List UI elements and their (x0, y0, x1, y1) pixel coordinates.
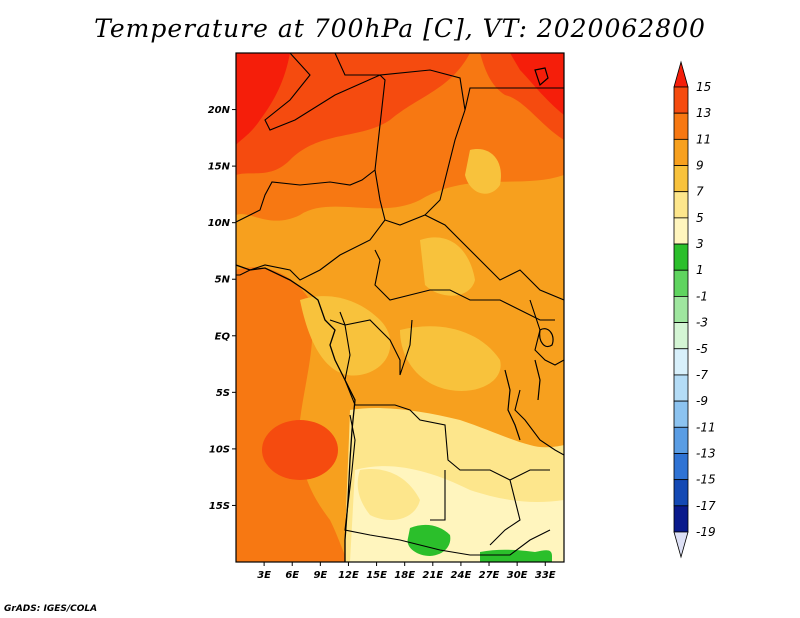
legend-label: -13 (696, 446, 716, 460)
legend-swatch (673, 453, 689, 481)
lon-tick-label: 15E (366, 570, 387, 581)
legend-swatch (673, 531, 689, 559)
legend-label: 3 (696, 237, 704, 251)
latitude-axis: 20N 15N 10N 5N EQ 5S 10S 15S (208, 105, 236, 512)
legend-label: -1 (696, 289, 708, 303)
map-frame (235, 52, 565, 563)
legend-label: -19 (696, 525, 716, 539)
legend-label: -3 (696, 316, 708, 330)
lat-tick-label: 5S (216, 388, 230, 399)
legend-label: 13 (696, 106, 711, 120)
grads-credit: GrADS: IGES/COLA (4, 604, 98, 614)
lon-tick-label: 12E (338, 570, 359, 581)
legend-label: 7 (696, 185, 704, 199)
lon-tick-label: 18E (394, 570, 415, 581)
legend-swatch (673, 479, 689, 507)
lon-tick-label: 9E (313, 570, 327, 581)
lat-tick-label: 15N (208, 162, 231, 173)
legend-swatch (673, 60, 689, 88)
legend-swatch (673, 112, 689, 140)
legend-label: 9 (696, 159, 704, 173)
lat-tick-label: 10N (208, 218, 231, 229)
lon-tick-label: 24E (451, 570, 472, 581)
legend-label: 15 (696, 80, 711, 94)
legend-label: -17 (696, 499, 716, 513)
lon-tick-label: 3E (257, 570, 271, 581)
legend-label: -5 (696, 342, 708, 356)
lat-tick-label: 10S (209, 444, 230, 455)
legend-label: 1 (696, 263, 704, 277)
legend-label: -7 (696, 368, 708, 382)
legend-label: 5 (696, 211, 704, 225)
lon-tick-label: 30E (507, 570, 528, 581)
legend-label: -9 (696, 394, 708, 408)
legend-swatch (673, 243, 689, 271)
lat-tick-label: EQ (215, 331, 231, 342)
legend-swatch (673, 374, 689, 402)
legend-swatch (673, 86, 689, 114)
legend-swatch (673, 138, 689, 166)
lon-tick-label: 21E (422, 570, 443, 581)
legend-label: 11 (696, 132, 711, 146)
temperature-field (236, 53, 564, 562)
legend-swatch (673, 191, 689, 219)
lat-tick-label: 15S (209, 501, 230, 512)
legend-swatch (673, 505, 689, 533)
lat-tick-label: 5N (215, 275, 231, 286)
legend-swatch (673, 348, 689, 376)
lon-tick-label: 33E (535, 570, 556, 581)
legend-label: -11 (696, 420, 716, 434)
color-legend: 15 13 11 9 7 5 3 1 -1 -3 -5 -7 -9 -11 -13 -15 -17 -19 (673, 60, 716, 559)
legend-swatch (673, 400, 689, 428)
legend-swatch (673, 296, 689, 323)
lat-tick-label: 20N (208, 105, 231, 116)
legend-swatch (673, 269, 689, 297)
legend-swatch (673, 426, 689, 454)
longitude-axis: 3E 6E 9E 12E 15E 18E 21E 24E 27E 30E 33E (257, 562, 556, 581)
legend-swatch (673, 322, 689, 350)
legend-label: -15 (696, 473, 716, 487)
chart-title: Temperature at 700hPa [C], VT: 202006280… (94, 14, 706, 43)
lon-tick-label: 27E (479, 570, 500, 581)
legend-swatch (673, 217, 689, 245)
legend-swatch (673, 165, 689, 193)
lon-tick-label: 6E (285, 570, 299, 581)
